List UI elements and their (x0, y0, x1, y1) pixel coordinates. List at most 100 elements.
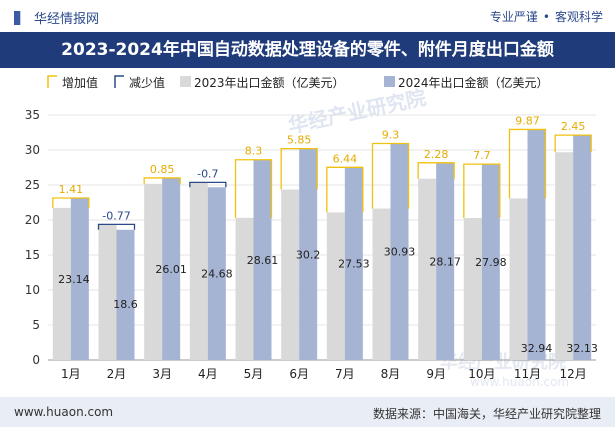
bar-2024 (253, 159, 272, 360)
bar-2024 (207, 187, 226, 360)
increase-bracket (417, 162, 455, 179)
bar-2023 (144, 183, 163, 360)
bar-2024 (116, 229, 135, 360)
y-tick-label: 5 (32, 318, 40, 332)
bar-2023 (52, 207, 71, 360)
value-label-2024: 18.6 (113, 298, 138, 311)
change-label: 8.3 (245, 145, 263, 158)
bar-2023 (98, 224, 117, 360)
bar-2024 (527, 129, 546, 360)
y-tick-label: 35 (25, 108, 40, 122)
bar-2023 (326, 212, 345, 360)
x-tick-label: 3月 (152, 367, 172, 381)
value-label-2024: 27.98 (475, 256, 507, 269)
bar-2024 (344, 167, 363, 360)
x-tick-label: 10月 (468, 367, 495, 381)
y-tick-label: 30 (25, 143, 40, 157)
value-label-2024: 27.53 (338, 258, 370, 271)
legend-label-increase: 增加值 (62, 75, 98, 90)
value-label-2024: 26.01 (155, 263, 187, 276)
tagline-dot-icon: • (542, 10, 550, 24)
bar-2024 (70, 198, 89, 360)
y-tick-label: 20 (25, 213, 40, 227)
increase-bracket (52, 197, 90, 208)
bar-2023 (189, 182, 208, 360)
change-label: 7.7 (473, 149, 491, 162)
bar-2024 (573, 135, 592, 360)
bar-2024 (162, 177, 181, 360)
decrease-bracket (189, 181, 227, 188)
x-tick-label: 11月 (514, 367, 541, 381)
x-tick-label: 1月 (61, 367, 81, 381)
x-tick-label: 2月 (107, 367, 127, 381)
y-tick-label: 15 (25, 248, 40, 262)
y-tick-label: 0 (32, 353, 40, 367)
increase-bracket (280, 147, 318, 190)
increase-bracket (463, 163, 501, 219)
x-tick-label: 6月 (289, 367, 309, 381)
change-label: 2.28 (424, 148, 449, 161)
tagline-right: 客观科学 (554, 10, 603, 24)
value-label-2024: 28.17 (429, 255, 461, 268)
x-tick-label: 4月 (198, 367, 218, 381)
change-label: 2.45 (561, 120, 586, 133)
change-label: 6.44 (333, 152, 358, 165)
change-label: 5.85 (287, 134, 312, 147)
increase-bracket (554, 134, 592, 153)
value-label-2024: 24.68 (201, 268, 233, 281)
legend-label-s2024: 2024年出口金额（亿美元） (398, 75, 549, 90)
tagline: 专业严谨 • 客观科学 (490, 8, 603, 25)
change-label: -0.77 (102, 209, 130, 222)
bar-2023 (463, 218, 482, 360)
bar-2024 (299, 148, 318, 360)
increase-bracket (371, 142, 410, 209)
x-tick-label: 5月 (244, 367, 264, 381)
x-tick-label: 7月 (335, 367, 355, 381)
legend-label-s2023: 2023年出口金额（亿美元） (194, 75, 345, 90)
top-bar: 华经情报网 专业严谨 • 客观科学 (0, 0, 615, 32)
value-label-2024: 32.13 (566, 342, 598, 355)
bar-2023 (372, 208, 391, 360)
change-label: 0.85 (150, 163, 175, 176)
bar-2023 (281, 189, 300, 360)
value-label-2024: 30.2 (296, 248, 321, 261)
x-tick-label: 8月 (381, 367, 401, 381)
footer: www.huaon.com 数据来源：中国海关，华经产业研究院整理 (0, 397, 615, 427)
bar-2024 (436, 162, 455, 360)
increase-bracket (326, 166, 364, 213)
bar-2023 (555, 152, 574, 360)
x-tick-label: 12月 (560, 367, 587, 381)
decrease-bracket (97, 223, 136, 230)
legend-swatch-decrease (114, 75, 124, 88)
y-tick-label: 25 (25, 178, 40, 192)
bar-2023 (235, 217, 254, 360)
brand: 华经情报网 (14, 8, 99, 27)
footer-url: www.huaon.com (14, 405, 114, 419)
brand-name: 华经情报网 (34, 12, 100, 27)
value-label-2024: 23.14 (58, 273, 90, 286)
bar-2023 (418, 178, 437, 360)
change-label: 9.3 (382, 128, 400, 141)
increase-bracket (508, 128, 547, 199)
value-label-2024: 32.94 (521, 342, 553, 355)
value-label-2024: 30.93 (384, 246, 416, 259)
tagline-left: 专业严谨 (489, 10, 538, 24)
watermark-url: www.huaon.com (470, 375, 569, 389)
x-tick-label: 9月 (426, 367, 446, 381)
change-label: -0.7 (197, 167, 218, 180)
bar-2024 (481, 164, 500, 360)
bar-2023 (509, 198, 528, 360)
change-label: 1.41 (59, 183, 84, 196)
legend-swatch-s2024 (384, 76, 395, 87)
legend-label-decrease: 减少值 (129, 75, 165, 90)
increase-bracket (234, 159, 273, 218)
change-label: 9.87 (515, 114, 540, 127)
watermark-text: 华经产业研究院 (286, 85, 428, 138)
footer-source: 数据来源：中国海关，华经产业研究院整理 (372, 407, 601, 421)
y-tick-label: 10 (25, 283, 40, 297)
chart-title: 2023-2024年中国自动数据处理设备的零件、附件月度出口金额 (0, 32, 615, 68)
brand-logo-icon (14, 11, 21, 25)
value-label-2024: 28.61 (247, 254, 279, 267)
legend-swatch-s2023 (180, 76, 191, 87)
